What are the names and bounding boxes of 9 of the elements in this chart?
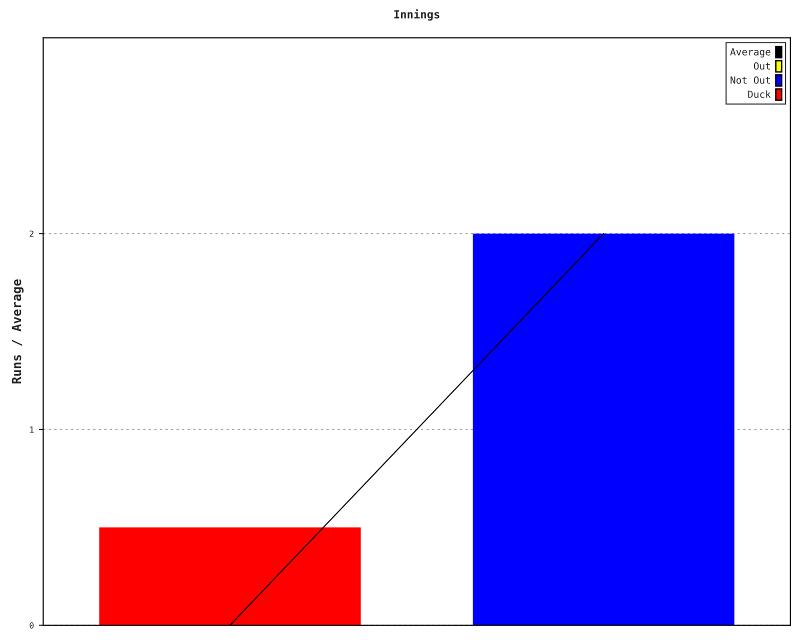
chart-title: Innings xyxy=(394,9,440,21)
y-axis-title: Runs / Average xyxy=(12,279,24,384)
legend-label: Out xyxy=(754,62,770,70)
legend-label: Not Out xyxy=(730,76,770,84)
y-tick-label: 2 xyxy=(30,230,34,237)
y-tick-label: 0 xyxy=(30,622,34,629)
legend-label: Average xyxy=(730,48,770,58)
y-tick-label: 1 xyxy=(30,426,34,433)
legend-label: Duck xyxy=(748,90,771,98)
